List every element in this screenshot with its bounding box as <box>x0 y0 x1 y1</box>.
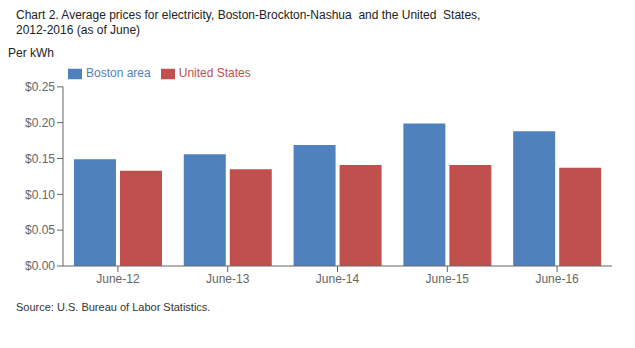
svg-text:$0.20: $0.20 <box>25 116 55 130</box>
html-text:2012-2016 (as of June): 2012-2016 (as of June) <box>16 23 141 37</box>
svg-text:$0.00: $0.00 <box>25 259 55 273</box>
svg-text:June-12: June-12 <box>96 272 140 286</box>
svg-text:June-13: June-13 <box>206 272 250 286</box>
svg-text:$0.25: $0.25 <box>25 80 55 94</box>
html-text:United States: United States <box>178 66 251 80</box>
html-text:Boston area: Boston area <box>86 66 151 80</box>
svg-text:June-16: June-16 <box>535 272 579 286</box>
html-text:Chart 2. Average prices for el: Chart 2. Average prices for electricity,… <box>16 8 481 22</box>
svg-text:$0.10: $0.10 <box>25 188 55 202</box>
svg-text:June-14: June-14 <box>316 272 360 286</box>
svg-text:$0.15: $0.15 <box>25 152 55 166</box>
html-text:Per kWh: Per kWh <box>8 46 54 60</box>
svg-text:$0.05: $0.05 <box>25 223 55 237</box>
html-text:Source: U.S. Bureau of Labor S: Source: U.S. Bureau of Labor Statistics. <box>16 301 211 313</box>
svg-text:June-15: June-15 <box>426 272 470 286</box>
